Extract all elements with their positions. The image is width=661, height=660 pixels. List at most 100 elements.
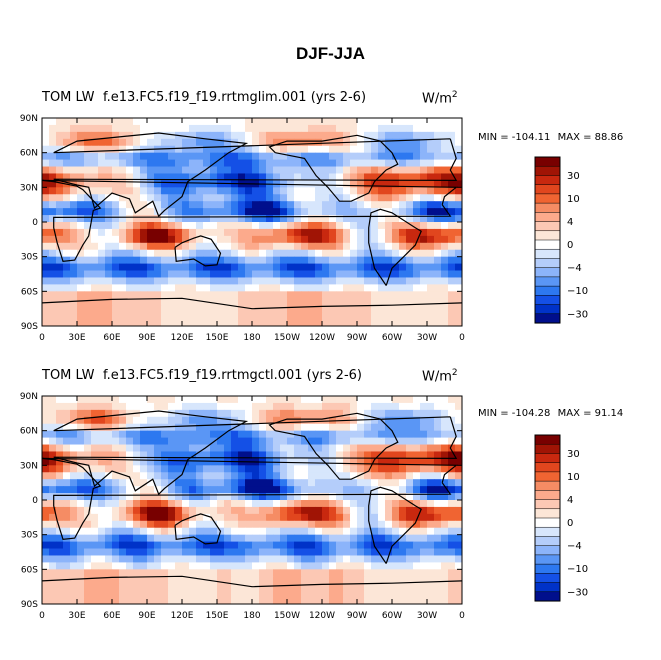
field-cell [189,277,197,285]
field-cell [301,215,309,223]
field-cell [392,576,400,584]
field-cell [105,576,113,584]
field-cell [56,159,64,167]
field-cell [224,555,232,563]
field-cell [308,208,316,216]
field-cell [210,291,218,299]
field-cell [455,180,463,188]
field-cell [210,298,218,306]
field-cell [56,555,64,563]
field-cell [259,166,267,174]
field-cell [399,513,407,522]
field-cell [441,520,449,529]
field-cell [343,583,351,591]
field-cell [245,249,253,258]
field-cell [182,145,190,154]
field-cell [77,187,85,195]
field-cell [189,493,197,501]
field-cell [280,423,288,432]
colorbar-label: 10 [567,472,580,483]
field-cell [168,513,176,522]
field-cell [252,479,260,487]
field-cell [420,444,428,452]
field-cell [441,270,449,278]
field-cell [308,465,316,473]
field-cell [392,305,400,313]
field-cell [189,166,197,174]
field-cell [231,291,239,299]
field-cell [294,472,302,480]
field-cell [392,277,400,285]
field-cell [455,562,463,570]
field-cell [322,402,330,411]
field-cell [329,319,337,327]
field-cell [161,493,169,501]
colorbar-swatch [534,184,561,195]
x-tick-label: 30W [417,333,437,343]
field-cell [413,124,421,133]
field-cell [147,583,155,591]
field-cell [245,500,253,508]
field-cell [357,180,365,188]
field-cell [175,201,183,209]
field-cell [301,576,309,584]
field-cell [140,235,148,244]
field-cell [70,506,78,515]
field-cell [42,319,50,327]
field-cell [441,513,449,522]
field-cell [378,222,386,230]
field-cell [413,506,421,515]
field-cell [266,451,274,459]
field-cell [70,235,78,244]
colorbar-swatch [534,591,561,602]
field-cell [259,270,267,278]
coastline [53,132,458,218]
field-cell [217,472,225,480]
field-cell [154,500,162,508]
field-cell [119,458,127,466]
field-cell [56,409,64,418]
field-cell [119,173,127,181]
field-cell [350,263,358,271]
field-cell [385,465,393,473]
field-cell [273,208,281,216]
field-cell [182,305,190,313]
field-cell [280,152,288,160]
field-cell [315,291,323,299]
field-cell [147,465,155,473]
field-cell [392,409,400,418]
field-cell [147,124,155,133]
field-cell [91,312,99,320]
field-cell [119,222,127,230]
field-cell [252,465,260,473]
field-cell [245,562,253,570]
field-cell [77,423,85,432]
field-cell [420,291,428,299]
field-cell [322,430,330,438]
field-cell [315,548,323,556]
field-cell [196,270,204,278]
field-cell [301,159,309,167]
field-cell [455,423,463,432]
field-cell [105,479,113,487]
field-cell [441,583,449,591]
field-cell [357,548,365,556]
field-cell [112,562,120,570]
field-cell [434,131,442,140]
field-cell [196,416,204,425]
field-cell [378,409,386,418]
field-cell [357,152,365,160]
colorbar-label: −30 [567,309,588,320]
field-cell [245,444,253,452]
field-cell [189,194,197,202]
field-cell [133,416,141,425]
field-cell [357,472,365,480]
field-cell [231,527,239,536]
field-cell [427,486,435,494]
field-cell [343,506,351,515]
field-cell [364,548,372,556]
field-cell [168,465,176,473]
field-cell [154,228,162,237]
field-cell [434,437,442,445]
field-cell [161,479,169,487]
